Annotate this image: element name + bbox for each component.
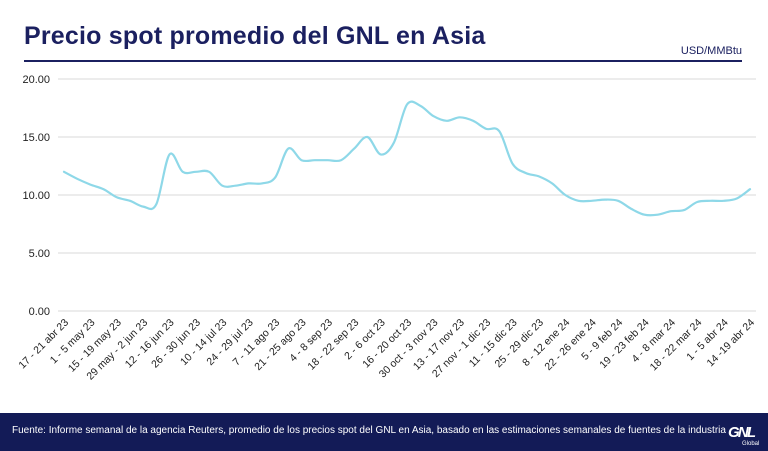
y-tick-label: 10.00 <box>22 190 50 202</box>
source-note: Fuente: Informe semanal de la agencia Re… <box>12 425 726 436</box>
footer: Fuente: Informe semanal de la agencia Re… <box>0 413 768 451</box>
y-axis-ticks: 0.00 5.00 10.00 15.00 20.00 <box>22 74 50 318</box>
series-line <box>62 100 752 217</box>
chart-title: Precio spot promedio del GNL en Asia <box>24 22 486 50</box>
y-tick-label: 0.00 <box>29 306 50 318</box>
line-chart: 0.00 5.00 10.00 15.00 20.00 17 - 21 abr 231 … <box>16 74 757 383</box>
title-underline <box>24 60 742 62</box>
y-tick-label: 20.00 <box>22 74 50 86</box>
gnl-global-logo: GNL Global <box>728 424 759 447</box>
gridlines <box>58 78 756 312</box>
logo-subtext: Global <box>742 441 759 447</box>
y-tick-label: 15.00 <box>22 132 50 144</box>
logo-text: GNL <box>728 424 756 441</box>
unit-label: USD/MMBtu <box>680 45 742 57</box>
y-tick-label: 5.00 <box>29 248 50 260</box>
